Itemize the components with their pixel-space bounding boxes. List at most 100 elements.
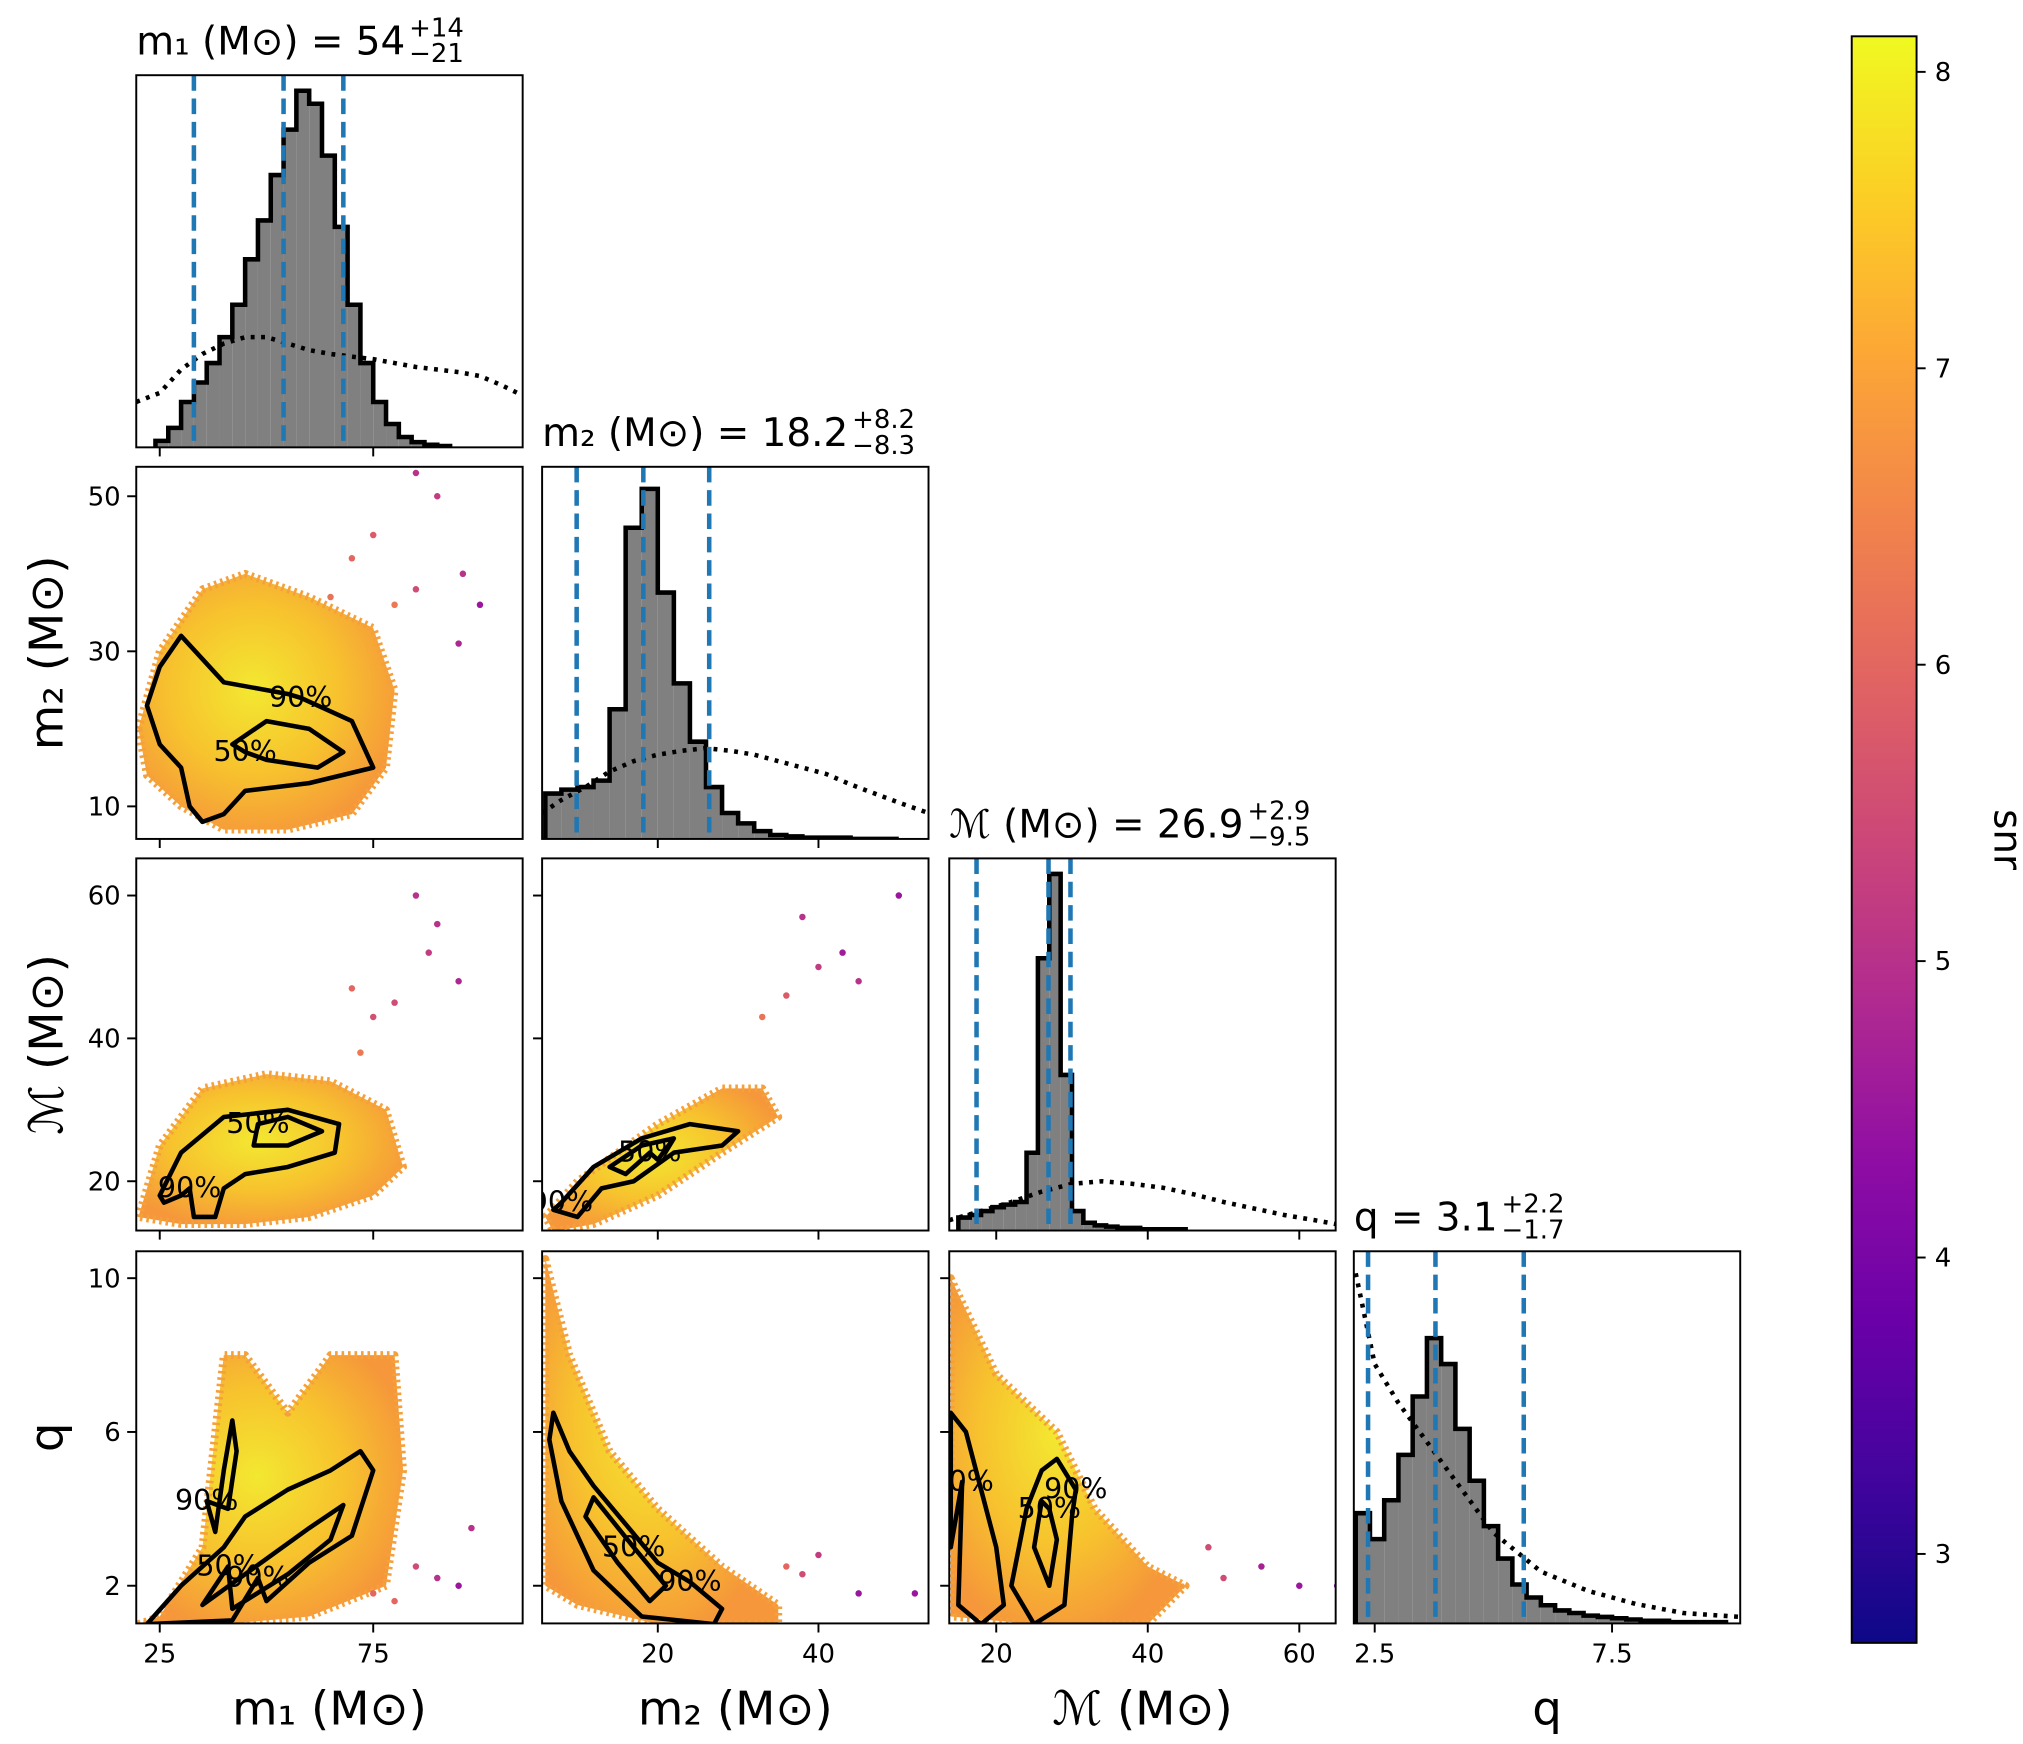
panel bbox=[949, 858, 1336, 1231]
sample-point bbox=[783, 992, 790, 999]
panel-frame bbox=[541, 1250, 930, 1625]
sample-point bbox=[348, 555, 356, 562]
sample-point bbox=[839, 949, 846, 956]
hist-bar bbox=[309, 103, 322, 448]
panel-frame bbox=[541, 857, 930, 1232]
hist-bar bbox=[296, 90, 310, 448]
hist-outline bbox=[1353, 1335, 1729, 1624]
sample-point bbox=[799, 1570, 806, 1578]
sample-point bbox=[895, 892, 903, 899]
panel bbox=[1353, 1251, 1741, 1624]
sample-point bbox=[476, 601, 484, 609]
panel bbox=[136, 75, 523, 448]
hist-outline bbox=[956, 871, 1188, 1231]
hist-bar bbox=[625, 527, 642, 839]
contour bbox=[144, 1448, 376, 1624]
x-axis-label: m₁ (M⊙) bbox=[232, 1683, 427, 1737]
x-tick-label: 40 bbox=[802, 1639, 835, 1669]
hist-bar bbox=[738, 823, 755, 839]
hist-bar bbox=[958, 1217, 970, 1231]
sample-point bbox=[434, 1574, 441, 1582]
sample-point bbox=[855, 1590, 862, 1597]
hist-bar bbox=[1094, 1225, 1107, 1231]
x-axis-label: ℳ (M⊙) bbox=[1052, 1683, 1232, 1737]
contour bbox=[200, 1502, 346, 1612]
panel-frame bbox=[135, 857, 524, 1232]
sample-cloud bbox=[136, 1351, 408, 1624]
hist-title-plus: +8.2 bbox=[852, 405, 915, 435]
hist-bar bbox=[1015, 1201, 1027, 1231]
hist-bar bbox=[722, 813, 739, 839]
x-tick-label: 60 bbox=[1283, 1639, 1316, 1669]
contour-label: 50% bbox=[618, 1136, 681, 1169]
panel-frame bbox=[135, 74, 524, 449]
hist-bar bbox=[1037, 958, 1050, 1231]
hist-title-plus: +2.2 bbox=[1502, 1189, 1565, 1219]
sample-cloud bbox=[949, 1274, 1190, 1624]
y-tick-label: 20 bbox=[88, 1167, 121, 1197]
colorbar-label: snr bbox=[1984, 809, 2023, 870]
x-tick-label: 40 bbox=[1131, 1639, 1164, 1669]
sample-point bbox=[455, 640, 462, 647]
contour-label: 90% bbox=[930, 1465, 993, 1498]
hist-bar bbox=[1597, 1616, 1613, 1624]
sample-point bbox=[455, 1582, 462, 1589]
sample-point bbox=[1220, 1574, 1227, 1582]
panel-frame bbox=[135, 1250, 524, 1625]
y-tick-label: 10 bbox=[88, 792, 121, 822]
sample-cloud bbox=[136, 1070, 408, 1228]
hist-title-minus: −1.7 bbox=[1502, 1215, 1565, 1245]
sample-point bbox=[391, 999, 398, 1006]
y-tick-label: 50 bbox=[88, 482, 121, 512]
sample-point bbox=[799, 913, 806, 921]
hist-bar bbox=[1398, 1454, 1413, 1624]
sample-point bbox=[412, 469, 420, 477]
hist-bar bbox=[1412, 1396, 1427, 1624]
contour-label: 90% bbox=[1044, 1473, 1107, 1506]
x-axis-label: q bbox=[1532, 1683, 1562, 1737]
contour bbox=[1009, 1456, 1079, 1624]
hist-title-minus: −8.3 bbox=[852, 431, 915, 461]
hist-bar bbox=[609, 709, 626, 839]
x-tick-label: 20 bbox=[980, 1639, 1013, 1669]
colorbar-tick-label: 5 bbox=[1935, 947, 1952, 977]
sample-point bbox=[369, 1590, 377, 1597]
hist-bar bbox=[1369, 1539, 1385, 1624]
hist-outline bbox=[153, 88, 453, 448]
hist-bar bbox=[1072, 1211, 1084, 1231]
contour bbox=[551, 1121, 741, 1220]
sample-point bbox=[369, 1013, 377, 1021]
panel-frame bbox=[1352, 1250, 1742, 1625]
hist-bar bbox=[1583, 1615, 1598, 1624]
sample-point bbox=[911, 1590, 919, 1597]
prior-line bbox=[136, 334, 523, 405]
panel-frame bbox=[948, 857, 1337, 1232]
hist-bar bbox=[1612, 1618, 1627, 1624]
hist-bar bbox=[673, 683, 690, 839]
hist-title: q = 3.1 bbox=[1354, 1196, 1498, 1241]
hist-bar bbox=[181, 401, 194, 448]
hist-bar bbox=[992, 1207, 1004, 1231]
hist-bar bbox=[561, 789, 578, 839]
hist-title-minus: −9.5 bbox=[1247, 822, 1310, 852]
hist-bar bbox=[981, 1211, 993, 1231]
hist-bar bbox=[360, 363, 374, 448]
sample-point bbox=[1205, 1544, 1212, 1551]
sample-point bbox=[855, 977, 862, 985]
hist-bar bbox=[689, 741, 706, 839]
contour-label: 50% bbox=[226, 1107, 289, 1140]
contour bbox=[204, 1418, 239, 1535]
sample-point bbox=[412, 586, 420, 593]
hist-bar bbox=[657, 592, 674, 839]
hist-bar bbox=[1555, 1610, 1570, 1624]
hist-bar bbox=[373, 401, 387, 448]
contour-label: 50% bbox=[213, 735, 276, 768]
contour bbox=[144, 633, 376, 825]
y-tick-label: 40 bbox=[88, 1024, 121, 1054]
hist-bar bbox=[1540, 1605, 1556, 1624]
hist-bar bbox=[283, 129, 297, 448]
hist-title: m₂ (M⊙) = 18.2 bbox=[542, 411, 848, 456]
hist-bar bbox=[1441, 1364, 1456, 1624]
sample-point bbox=[369, 531, 377, 539]
hist-bar bbox=[754, 831, 771, 839]
